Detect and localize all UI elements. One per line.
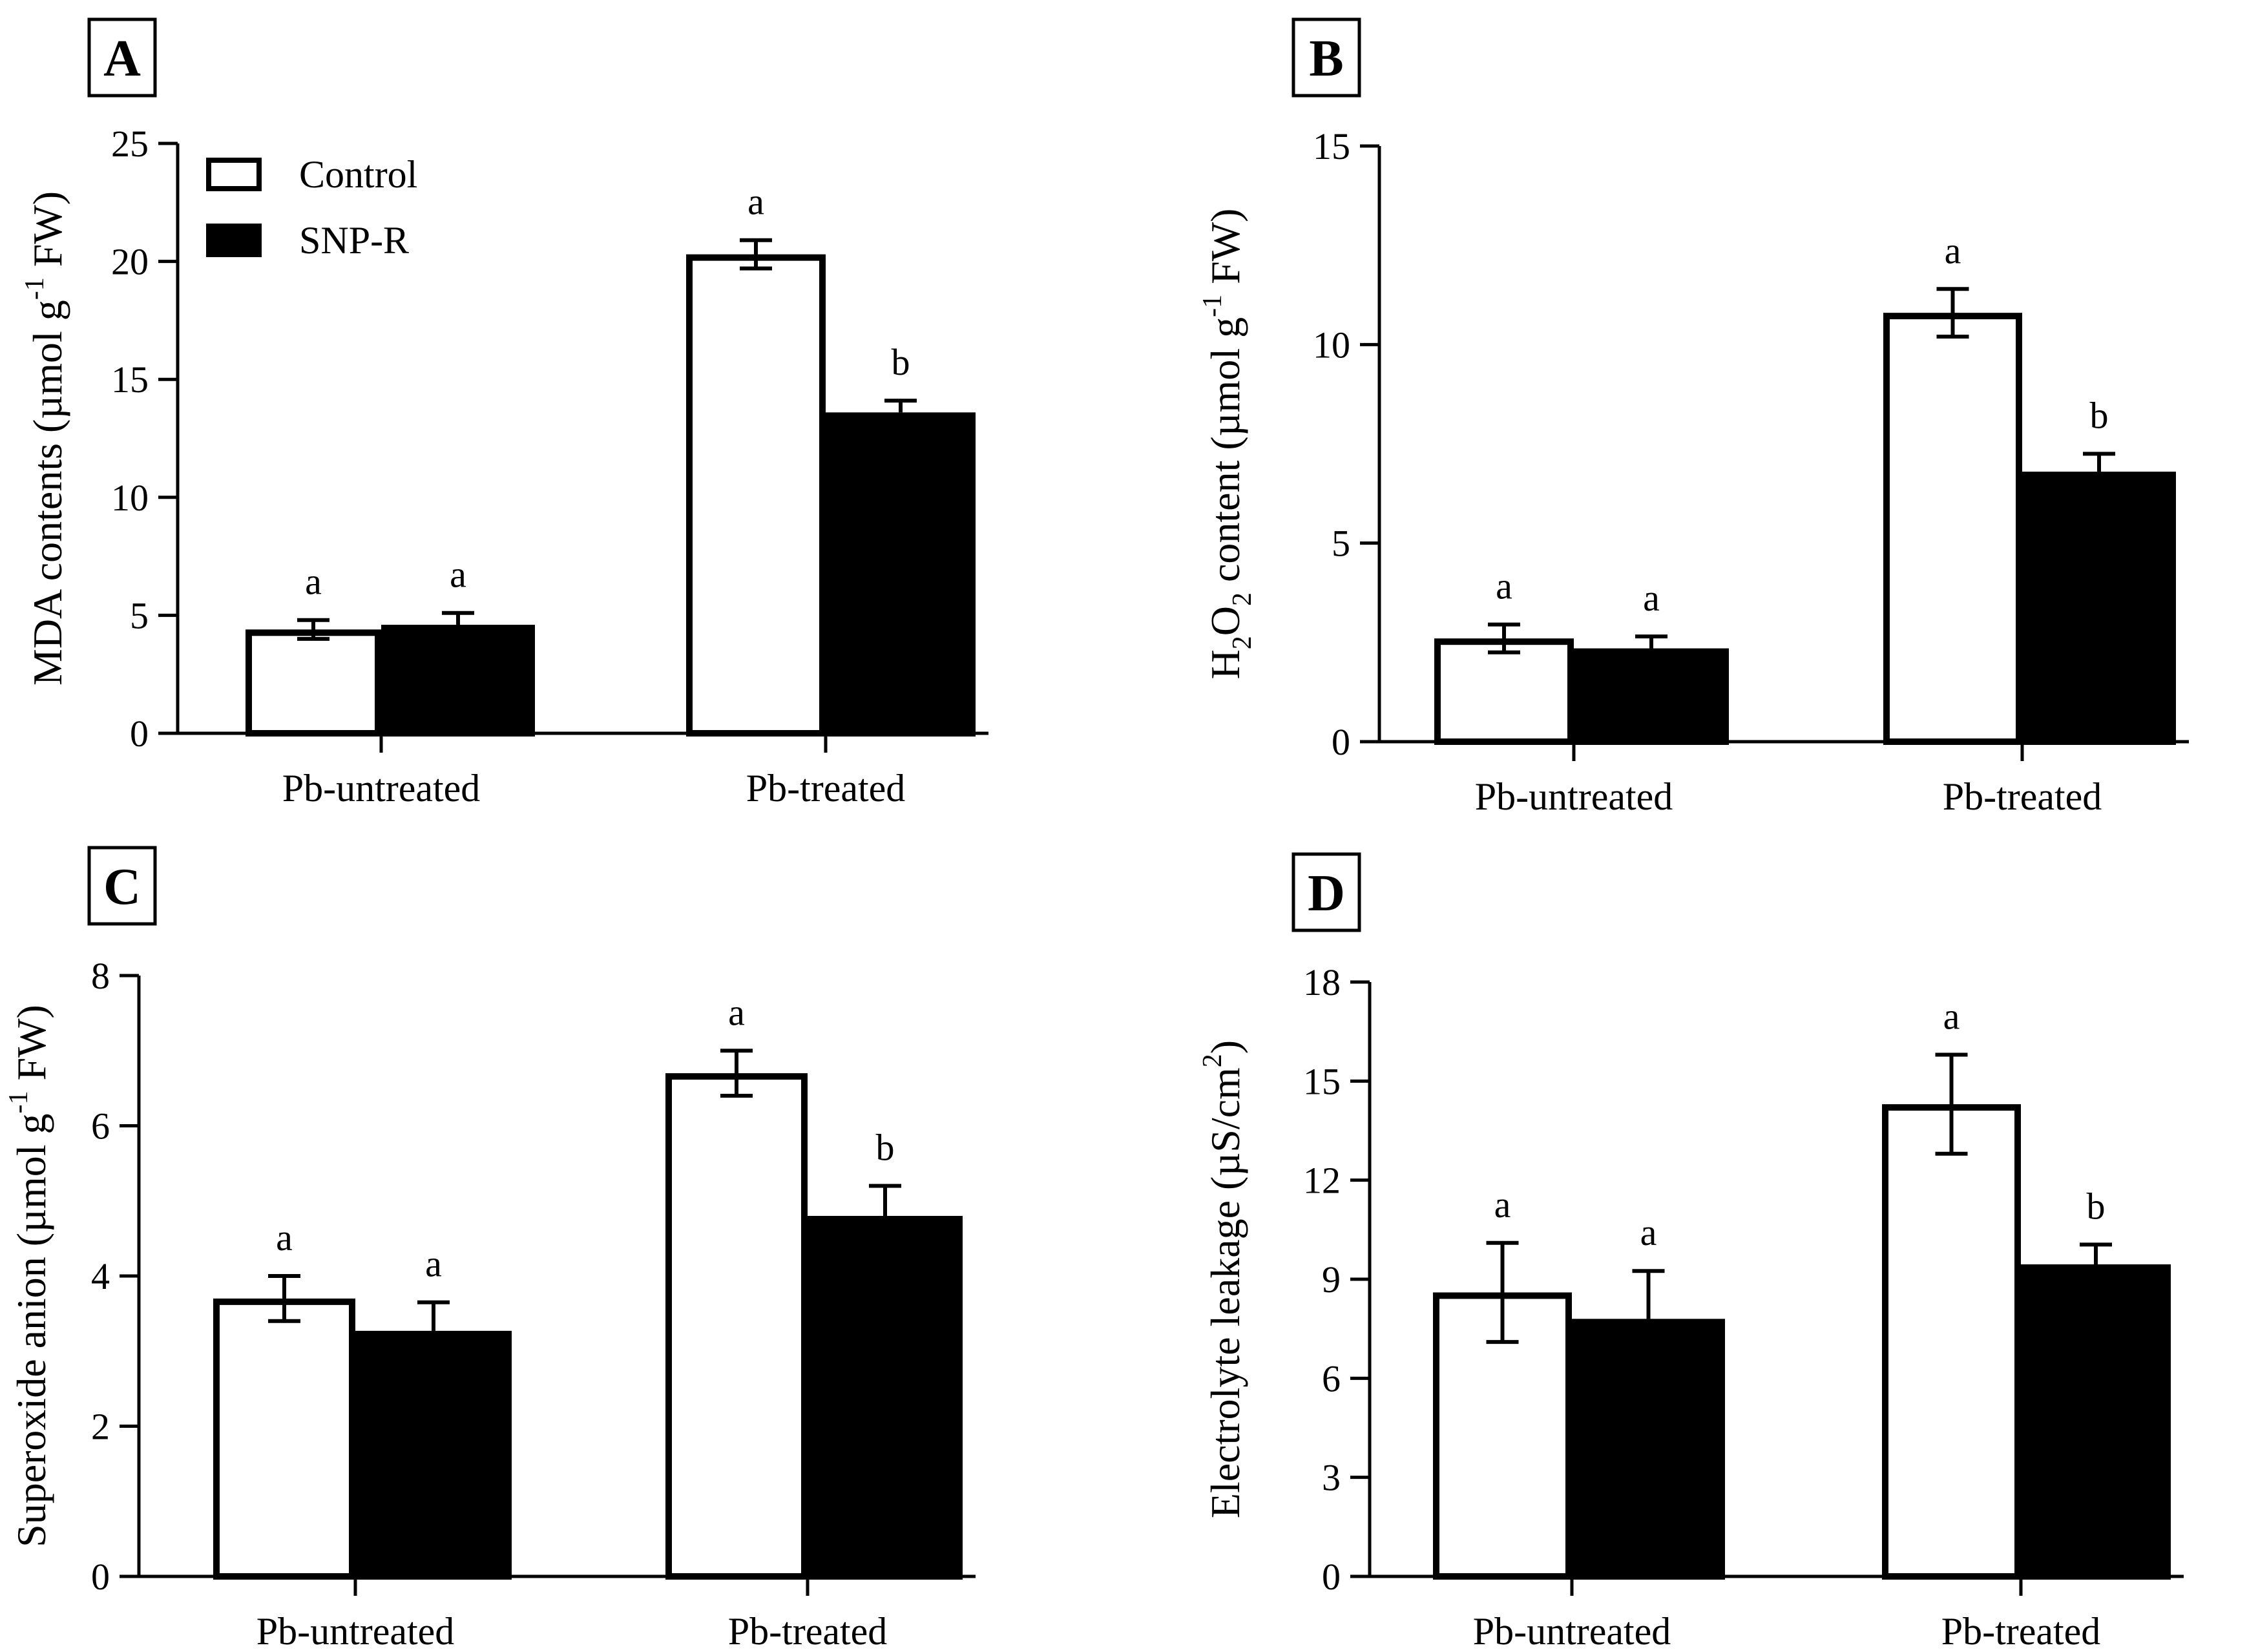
- legend-label-control: Control: [299, 153, 417, 196]
- bar-snp-r: [1574, 648, 1729, 746]
- legend-swatch-control: [206, 158, 262, 191]
- significance-letter: b: [2087, 1185, 2106, 1227]
- panel-label-box: [1291, 17, 1361, 98]
- y-tick-label: 6: [1322, 1357, 1341, 1399]
- significance-letter: a: [747, 181, 764, 223]
- significance-letter: a: [1494, 1184, 1511, 1226]
- y-axis-label-part: FW): [1202, 209, 1248, 295]
- x-tick-label: Pb-untreated: [1475, 775, 1673, 818]
- y-tick-label: 2: [91, 1406, 110, 1448]
- panel-label: D: [1308, 865, 1345, 922]
- legend-swatch-snp-r: [206, 224, 262, 257]
- y-axis-label-part: O: [1202, 606, 1248, 636]
- y-tick-label: 15: [1303, 1060, 1341, 1102]
- significance-letter: a: [450, 554, 466, 596]
- significance-letter: a: [1643, 577, 1660, 619]
- panel-label-box: [87, 17, 157, 98]
- panel-label: B: [1309, 30, 1343, 87]
- y-axis-label-part: MDA contents (µmol g: [25, 300, 70, 685]
- x-tick-label: Pb-untreated: [282, 767, 481, 810]
- bar-control: [213, 1298, 355, 1580]
- significance-letter: a: [1496, 565, 1512, 607]
- y-axis-label-subscript: 2: [1228, 636, 1257, 649]
- y-tick-label: 5: [130, 594, 149, 636]
- y-axis-label-part: FW): [25, 191, 70, 277]
- x-tick-label: Pb-untreated: [1473, 1610, 1671, 1652]
- x-tick-label: Pb-untreated: [256, 1610, 455, 1652]
- y-axis-label: Superoxide anion (µmol g-1 FW): [4, 1005, 54, 1547]
- chart-panel-d: D 0 3 6 9 12 15 18 Pb-untreated Pb-treated a a a b Ele…: [1198, 852, 2184, 1652]
- y-tick-label: 0: [130, 713, 149, 755]
- significance-letter: b: [876, 1127, 895, 1169]
- bar-snp-r: [381, 625, 535, 737]
- y-axis-label-part: content (µmol g: [1202, 317, 1248, 592]
- y-tick-label: 18: [1303, 961, 1341, 1003]
- x-tick-label: Pb-treated: [746, 767, 906, 810]
- y-axis-label-part: Electrolyte leakage (µS/cm: [1202, 1067, 1248, 1518]
- bar-control: [1434, 638, 1574, 745]
- panel-label-box: [1291, 852, 1361, 932]
- y-axis-label: H2O2 content (µmol g-1 FW): [1198, 209, 1257, 680]
- bar-control: [246, 629, 381, 737]
- y-tick-label: 15: [111, 359, 149, 401]
- y-tick-label: 10: [111, 477, 149, 519]
- panel-label: C: [103, 859, 141, 915]
- chart-panel-c: C 0 2 4 6 8 Pb-untreated Pb-treated a a a b Superoxi…: [4, 846, 976, 1652]
- y-tick-label: 0: [1322, 1556, 1341, 1598]
- bar-control: [1883, 313, 2022, 746]
- significance-letter: a: [425, 1243, 442, 1285]
- y-axis-label-part: ): [1202, 1040, 1248, 1054]
- y-axis-label: MDA contents (µmol g-1 FW): [20, 191, 70, 685]
- bar-control: [1882, 1104, 2021, 1580]
- bar-control: [686, 254, 826, 737]
- significance-letter: a: [1945, 229, 1961, 271]
- significance-letter: a: [1943, 995, 1960, 1037]
- significance-letter: a: [1640, 1211, 1657, 1253]
- y-tick-label: 0: [1332, 721, 1350, 763]
- y-tick-label: 20: [111, 241, 149, 283]
- bar-snp-r: [826, 412, 976, 737]
- y-axis-label-part: H: [1202, 649, 1248, 679]
- y-tick-label: 4: [91, 1255, 110, 1297]
- y-axis-label-part: FW): [8, 1005, 54, 1091]
- bar-snp-r: [2021, 1264, 2171, 1580]
- legend-label-snp-r: SNP-R: [299, 219, 409, 262]
- bar-snp-r: [355, 1330, 512, 1580]
- legend: Control SNP-R: [206, 153, 417, 262]
- y-axis-label-superscript: -1: [20, 277, 50, 300]
- y-tick-label: 15: [1313, 125, 1350, 167]
- bar-snp-r: [2022, 472, 2176, 745]
- x-tick-label: Pb-treated: [728, 1610, 888, 1652]
- y-tick-label: 9: [1322, 1259, 1341, 1301]
- y-tick-label: 3: [1322, 1457, 1341, 1499]
- y-axis-label-part: Superoxide anion (µmol g: [8, 1113, 54, 1547]
- panel-label: A: [103, 30, 141, 87]
- y-axis-label-superscript: 2: [1198, 1054, 1228, 1067]
- y-tick-label: 8: [91, 955, 110, 997]
- significance-letter: b: [2090, 394, 2109, 436]
- y-axis-label: Electrolyte leakage (µS/cm2): [1198, 1040, 1248, 1518]
- y-tick-label: 10: [1313, 324, 1350, 366]
- y-tick-label: 0: [91, 1556, 110, 1598]
- bar-snp-r: [1572, 1319, 1725, 1580]
- y-tick-label: 5: [1332, 523, 1350, 565]
- y-tick-label: 12: [1303, 1160, 1341, 1202]
- y-axis-label-superscript: -1: [4, 1091, 34, 1113]
- bar-control: [665, 1073, 808, 1580]
- panel-label-box: [87, 846, 157, 926]
- significance-letter: a: [276, 1217, 293, 1259]
- x-tick-label: Pb-treated: [1943, 775, 2102, 818]
- y-axis-label-superscript: -1: [1198, 295, 1228, 317]
- bar-snp-r: [808, 1216, 963, 1580]
- x-tick-label: Pb-treated: [1941, 1610, 2101, 1652]
- y-tick-label: 6: [91, 1105, 110, 1147]
- significance-letter: a: [728, 991, 745, 1033]
- significance-letter: a: [305, 561, 322, 603]
- significance-letter: b: [892, 341, 910, 383]
- y-tick-label: 25: [111, 123, 149, 165]
- y-axis-label-subscript: 2: [1228, 592, 1257, 606]
- chart-panel-a: A 0 5 10 15 20 25 Pb-untreated Pb-treated a a a b MDA…: [20, 17, 988, 810]
